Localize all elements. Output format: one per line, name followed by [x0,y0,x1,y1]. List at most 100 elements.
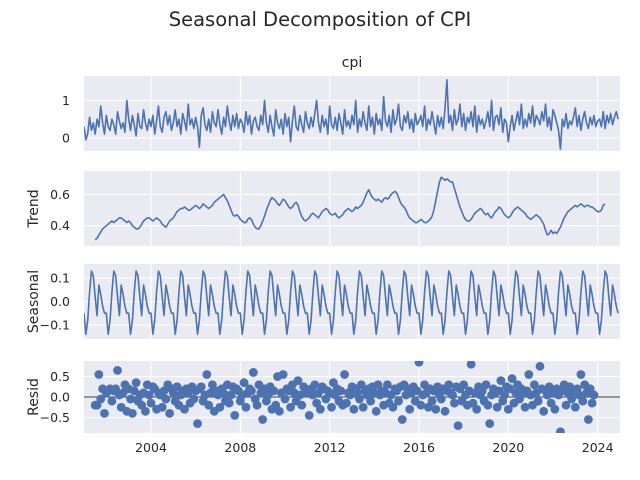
resid-point [394,396,403,406]
resid-point [578,396,588,406]
x-tick-label: 2024 [582,440,614,455]
resid-point [448,390,457,400]
observed-data [84,78,619,150]
resid-point [239,378,249,388]
resid-point [146,398,156,408]
resid-point [431,404,441,414]
seasonal-data [84,270,619,336]
panel-resid: −0.5 0.0 0.5 Resid [26,361,620,433]
resid-point [466,361,476,369]
resid-point [520,402,530,412]
resid-point [388,402,398,412]
resid-point [107,396,117,406]
resid-point [304,411,314,420]
resid-point [193,419,202,428]
resid-point [269,386,279,396]
resid-point [535,361,545,371]
resid-point [219,388,228,398]
resid-point [524,370,534,379]
resid-point [196,382,206,392]
resid-point [529,380,539,390]
seasonal-axis-title: Seasonal [26,270,42,333]
resid-y-tick-label: 0.0 [50,390,70,405]
resid-point [161,394,171,404]
panels-group: 0 1 cpi 0.4 0.6 Trend −0.1 0.0 0.1 Seasonal −0.5 0.… [26,55,620,433]
trend-plot-area [84,171,620,246]
resid-point [340,370,349,379]
resid-point [131,378,141,388]
resid-point [144,390,154,400]
resid-point [224,398,234,408]
resid-point [583,415,593,424]
resid-point [127,408,137,418]
resid-point [345,390,355,400]
x-tick-label: 2016 [403,440,435,455]
resid-point [241,402,251,412]
resid-point [204,400,214,410]
resid-point [355,394,364,404]
observed-series-line [84,78,619,150]
seasonal-series-line [84,270,619,336]
resid-point [371,406,381,416]
resid-point [189,394,199,404]
resid-y-tick-label: −0.5 [40,410,70,425]
resid-point [570,402,580,412]
resid-point [472,404,482,414]
resid-point [444,380,454,390]
resid-point [416,400,426,410]
resid-point [141,406,150,416]
resid-point [342,398,351,408]
trend-axis-title: Trend [26,189,42,228]
resid-point [358,402,368,412]
resid-point [550,404,560,414]
resid-point [286,402,295,412]
observed-y-tick-label: 0 [62,130,70,145]
resid-point [539,406,549,416]
x-axis: 2004 2008 2012 2016 2020 2024 [135,440,614,455]
resid-point [94,370,104,379]
resid-point [483,400,493,410]
observed-panel-title: cpi [342,55,362,71]
x-tick-label: 2020 [492,440,524,455]
resid-point [533,396,543,406]
seasonal-y-tick-label: −0.1 [40,317,70,332]
resid-point [587,398,597,408]
resid-point [561,400,571,410]
resid-point [215,402,225,412]
resid-point [453,421,463,431]
resid-point [113,366,122,375]
seasonal-y-tick-label: 0.0 [50,294,70,309]
resid-y-tick-label: 0.5 [50,369,70,384]
resid-point [576,370,586,379]
resid-point [436,394,446,404]
resid-point [397,415,407,424]
resid-point [492,402,502,412]
resid-point [449,398,459,408]
resid-point [327,402,336,412]
resid-point [382,380,392,390]
x-tick-label: 2008 [224,440,256,455]
x-tick-label: 2012 [314,440,346,455]
resid-point [180,404,189,414]
resid-point [459,380,469,390]
resid-point [427,396,437,406]
resid-point [336,386,346,396]
resid-point [202,370,212,379]
resid-point [226,390,236,400]
observed-plot-area [84,76,620,151]
resid-point [280,394,290,404]
resid-point [567,394,577,404]
resid-point [496,376,506,386]
resid-point [275,406,284,416]
resid-point [315,404,325,414]
panel-observed: 0 1 cpi [62,55,620,151]
resid-point [485,419,495,428]
resid-point [405,404,415,414]
resid-point [165,408,175,418]
resid-point [297,400,307,410]
trend-y-tick-label: 0.6 [50,187,70,202]
resid-point [349,404,359,414]
resid-point [157,402,167,412]
resid-point [310,380,320,390]
resid-point [507,374,517,383]
